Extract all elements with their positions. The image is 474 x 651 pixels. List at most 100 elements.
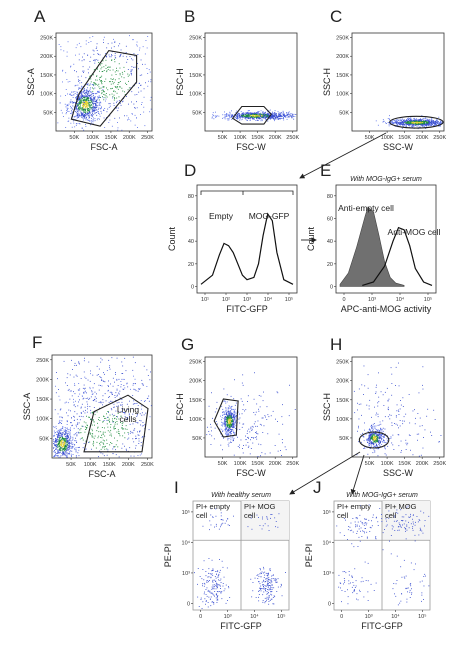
event-dot (65, 113, 67, 115)
event-dot (422, 123, 424, 125)
event-dot (379, 440, 381, 442)
event-dot (275, 418, 276, 420)
event-dot (378, 396, 380, 398)
event-dot (395, 366, 397, 368)
event-dot (101, 93, 103, 95)
event-dot (118, 45, 119, 47)
event-dot (126, 383, 128, 385)
event-dot (138, 438, 140, 440)
event-dot (259, 113, 261, 115)
event-dot (150, 81, 152, 83)
event-dot (95, 107, 97, 109)
event-dot (380, 442, 381, 443)
event-dot (97, 374, 99, 375)
x-tick-label: 50K (69, 135, 79, 141)
event-dot (59, 449, 61, 451)
event-dot (223, 117, 225, 119)
event-dot (121, 87, 123, 89)
event-dot (143, 425, 145, 427)
event-dot (69, 451, 71, 453)
event-dot (63, 446, 65, 448)
event-dot (108, 66, 110, 68)
event-dot (91, 412, 93, 414)
event-dot (379, 440, 381, 441)
event-dot (287, 116, 289, 118)
event-dot (384, 391, 386, 393)
event-dot (282, 113, 284, 115)
event-dot (68, 441, 70, 443)
event-dot (423, 125, 425, 127)
event-dot (117, 122, 118, 123)
event-dot (139, 454, 141, 456)
event-dot (68, 442, 70, 444)
event-dot (407, 123, 409, 124)
event-dot (375, 431, 377, 432)
event-dot (245, 113, 247, 115)
event-dot (69, 428, 71, 430)
event-dot (65, 382, 66, 384)
event-dot (88, 416, 90, 418)
event-dot (424, 126, 425, 128)
event-dot (216, 401, 218, 403)
event-dot (239, 417, 241, 419)
event-dot (94, 97, 96, 99)
event-dot (67, 41, 69, 43)
event-dot (124, 416, 126, 418)
event-dot (107, 416, 109, 418)
event-dot (56, 439, 58, 441)
event-dot (148, 400, 150, 402)
event-dot (271, 116, 273, 118)
event-dot (114, 98, 116, 99)
event-dot (79, 399, 80, 401)
event-dot (112, 415, 114, 417)
event-dot (99, 450, 101, 452)
event-dot (367, 431, 369, 432)
event-dot (375, 414, 377, 416)
event-dot (123, 385, 125, 386)
event-dot (371, 442, 372, 444)
event-dot (247, 114, 249, 116)
event-dot (404, 121, 406, 123)
event-dot (89, 104, 90, 106)
gate-polygon (83, 394, 149, 453)
event-dot (76, 115, 78, 116)
event-dot (227, 429, 229, 431)
event-dot (74, 93, 76, 94)
event-dot (128, 87, 130, 89)
event-dot (109, 434, 111, 436)
event-dot (108, 401, 110, 403)
event-dot (60, 433, 62, 435)
event-dot (398, 445, 400, 447)
event-dot (231, 437, 233, 439)
event-dot (134, 94, 136, 96)
event-dot (72, 436, 74, 438)
event-dot (148, 395, 150, 397)
event-dot (68, 449, 70, 451)
event-dot (73, 446, 75, 448)
event-dot (213, 115, 214, 117)
event-dot (385, 442, 387, 444)
event-dot (89, 416, 90, 418)
event-dot (90, 102, 91, 104)
event-dot (392, 121, 393, 123)
event-dot (86, 84, 88, 85)
event-dot (78, 79, 79, 81)
event-dot (58, 435, 60, 437)
event-dot (239, 444, 240, 446)
event-dot (257, 420, 259, 422)
event-dot (99, 104, 101, 106)
event-dot (240, 116, 242, 117)
event-dot (389, 118, 391, 120)
event-dot (88, 108, 90, 110)
event-dot (114, 55, 116, 57)
event-dot (240, 398, 242, 400)
event-dot (218, 115, 220, 117)
event-dot (80, 113, 82, 115)
event-dot (221, 406, 223, 407)
event-dot (87, 105, 89, 106)
event-dot (229, 419, 231, 420)
event-dot (280, 114, 281, 116)
event-dot (59, 452, 61, 454)
event-dot (138, 389, 140, 390)
event-dot (262, 432, 264, 433)
